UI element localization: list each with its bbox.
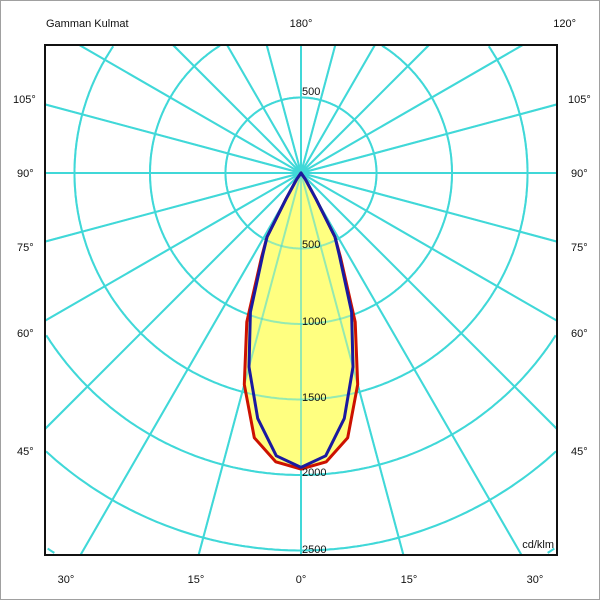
grid-overlay [44, 44, 558, 556]
grid-spoke [44, 103, 302, 174]
top-label-180: 180° [290, 18, 313, 30]
bottom-angle-label: 30° [58, 574, 75, 586]
right-angle-label: 105° [568, 94, 591, 106]
right-angle-label: 90° [571, 168, 588, 180]
grid-spoke [300, 44, 430, 174]
bottom-angle-label: 15° [188, 574, 205, 586]
grid-spoke [44, 172, 302, 430]
grid-spoke [300, 172, 523, 556]
bottom-angle-label: 0° [296, 574, 307, 586]
radial-tick-lower: 1500 [302, 392, 326, 404]
grid-spoke [300, 172, 558, 430]
radial-tick-upper: 500 [302, 86, 320, 98]
grid-spoke [172, 44, 302, 174]
right-angle-label: 45° [571, 446, 588, 458]
plot-frame [44, 44, 558, 556]
grid-spoke [300, 172, 558, 322]
left-angle-label: 105° [13, 94, 36, 106]
left-angle-label: 60° [17, 328, 34, 340]
labels: Gamman Kulmat 180° 120° 105° 90° 75° 60°… [13, 18, 591, 586]
left-angle-label: 75° [17, 242, 34, 254]
radial-tick-lower: 2500 [302, 544, 326, 556]
grid-spoke [265, 44, 302, 174]
grid-spoke [300, 44, 524, 174]
right-angle-label: 75° [571, 242, 588, 254]
intensity-curve [247, 171, 355, 469]
radial-tick-lower: 1000 [302, 316, 326, 328]
grid-circle [149, 44, 453, 325]
grid-spoke [79, 172, 302, 556]
left-angle-label: 90° [17, 168, 34, 180]
grid-circle [47, 547, 555, 554]
grid-spoke [78, 44, 302, 174]
radial-tick-lower: 500 [302, 239, 320, 251]
grid-spoke [44, 172, 302, 243]
grid-circle [73, 45, 529, 401]
grid-spoke [44, 172, 302, 322]
bottom-angle-label: 30° [527, 574, 544, 586]
chart-title: Gamman Kulmat [46, 18, 129, 30]
grid-spoke [300, 103, 558, 174]
grid-spoke [300, 44, 376, 174]
top-label-120: 120° [553, 18, 576, 30]
grid-spoke [226, 44, 302, 174]
radial-tick-lower: 2000 [302, 467, 326, 479]
curves [44, 44, 558, 556]
right-angle-label: 60° [571, 328, 588, 340]
grid-spoke [300, 44, 337, 174]
unit-label: cd/klm [522, 539, 554, 551]
bottom-angle-label: 15° [401, 574, 418, 586]
grid-spoke [300, 172, 558, 243]
left-angle-label: 45° [17, 446, 34, 458]
